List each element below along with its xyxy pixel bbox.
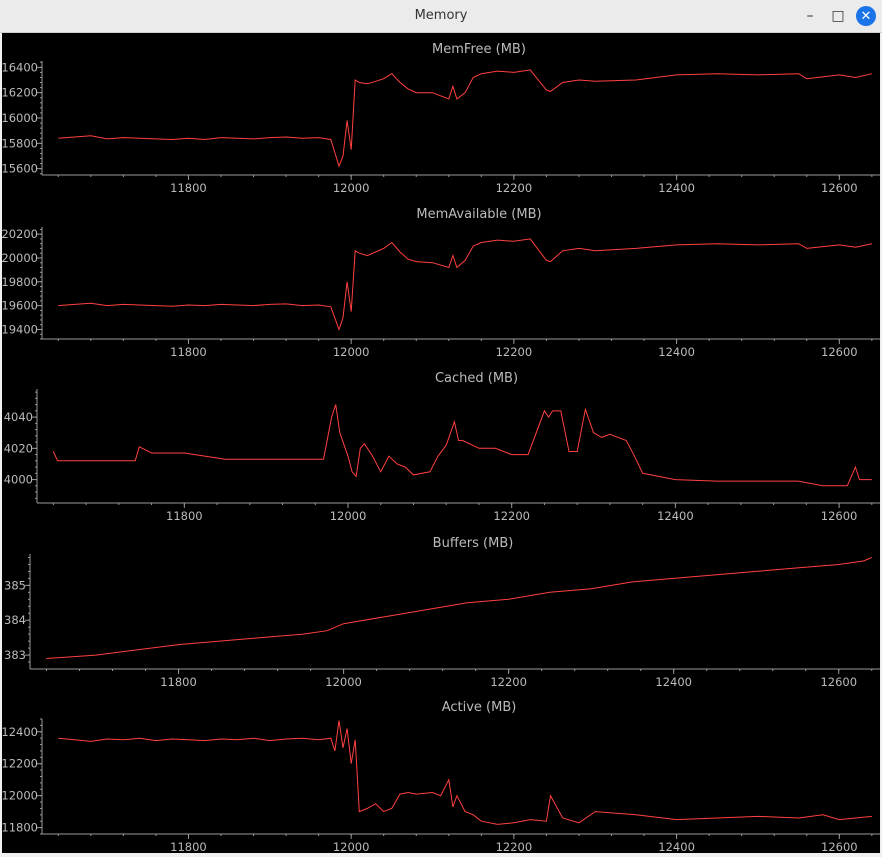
y-tick-label: 385	[4, 578, 26, 592]
y-tick-label: 16400	[2, 60, 38, 74]
series-line	[52, 404, 872, 487]
chart-panel: Active (MB) 11800 12000 12200 12400 11800 1200…	[1, 700, 880, 854]
x-tick-label: 12200	[496, 345, 533, 359]
x-tick-label: 11800	[170, 840, 207, 853]
chart-title: Cached (MB)	[435, 371, 518, 386]
maximize-icon[interactable]: □	[831, 8, 845, 24]
x-tick-label: 12600	[821, 345, 858, 359]
y-tick-label: 384	[4, 613, 26, 627]
chart-panel: Cached (MB) 4000 4020 4040 11800 12000 12200 12…	[4, 371, 880, 523]
x-tick-label: 11800	[170, 181, 207, 195]
chart-panel: MemFree (MB) 15600 15800 16000 16200 16400 118…	[1, 42, 880, 195]
x-tick-label: 12000	[325, 675, 362, 689]
minimize-icon[interactable]: –	[806, 8, 814, 24]
series-line	[58, 720, 872, 825]
chart-title: Active (MB)	[442, 700, 517, 715]
y-tick-label: 383	[4, 648, 26, 662]
x-tick-label: 12600	[821, 181, 858, 195]
x-tick-label: 12000	[333, 181, 370, 195]
x-tick-label: 12000	[333, 345, 370, 359]
x-tick-label: 12400	[658, 840, 695, 853]
y-tick-label: 16000	[2, 111, 38, 125]
x-tick-label: 12000	[330, 509, 367, 523]
x-tick-label: 12600	[821, 840, 858, 853]
chart-title: MemFree (MB)	[432, 42, 526, 57]
series-line	[58, 238, 873, 332]
y-tick-label: 19800	[2, 275, 38, 289]
close-icon[interactable]: ✕	[856, 6, 876, 26]
y-tick-label: 20200	[2, 227, 38, 241]
x-tick-label: 12200	[493, 509, 530, 523]
chart-panel: Buffers (MB) 383 384 385 11800 12000 12200 1240…	[4, 536, 880, 689]
x-tick-label: 12400	[655, 675, 692, 689]
x-tick-label: 12200	[496, 181, 533, 195]
y-tick-label: 4020	[4, 441, 33, 455]
chart-title: MemAvailable (MB)	[416, 207, 541, 222]
y-tick-label: 12400	[2, 725, 38, 739]
series-line	[58, 69, 873, 168]
y-tick-label: 11800	[2, 821, 38, 835]
x-tick-label: 12600	[820, 675, 857, 689]
y-tick-label: 16200	[2, 86, 38, 100]
y-tick-label: 20000	[2, 251, 38, 265]
x-tick-label: 11800	[170, 345, 207, 359]
y-tick-label: 12000	[2, 789, 38, 803]
chart-panel: MemAvailable (MB) 19400 19600 19800 20000 202…	[1, 207, 880, 359]
chart-title: Buffers (MB)	[433, 536, 514, 551]
y-tick-label: 19400	[2, 322, 38, 336]
x-tick-label: 11800	[160, 675, 197, 689]
y-tick-label: 4000	[4, 473, 33, 487]
y-tick-label: 15600	[2, 162, 38, 176]
x-tick-label: 12400	[657, 509, 694, 523]
x-tick-label: 12200	[496, 840, 533, 853]
series-line	[46, 557, 872, 659]
title-bar: Memory – □ ✕	[0, 0, 882, 33]
y-tick-label: 19600	[2, 299, 38, 313]
x-tick-label: 12200	[490, 675, 527, 689]
x-tick-label: 12400	[658, 181, 695, 195]
y-tick-label: 15800	[2, 136, 38, 150]
charts-area: MemFree (MB) 15600 15800 16000 16200 16400 118…	[1, 33, 880, 854]
charts-svg: MemFree (MB) 15600 15800 16000 16200 16400 118…	[1, 42, 880, 854]
x-tick-label: 12400	[658, 345, 695, 359]
y-tick-label: 12200	[2, 757, 38, 771]
x-tick-label: 11800	[166, 509, 203, 523]
x-tick-label: 12600	[821, 509, 858, 523]
window-title: Memory	[414, 8, 468, 23]
x-tick-label: 12000	[333, 840, 370, 853]
y-tick-label: 4040	[4, 410, 33, 424]
